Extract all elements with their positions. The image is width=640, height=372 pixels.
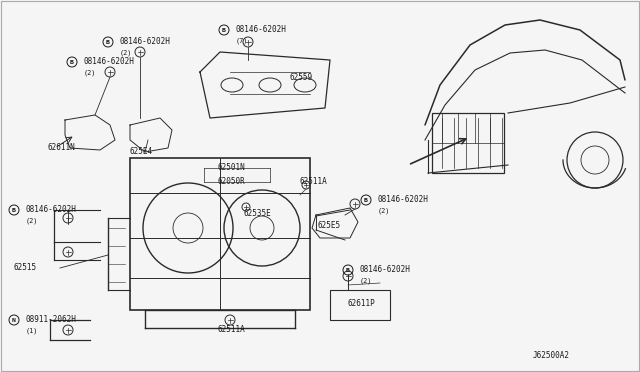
Text: J62500A2: J62500A2	[533, 350, 570, 359]
Bar	[432, 113, 504, 173]
Text: (2): (2)	[84, 70, 97, 76]
Text: 08146-6202H: 08146-6202H	[236, 26, 287, 35]
Text: 62050R: 62050R	[218, 177, 246, 186]
Text: 08911-2062H: 08911-2062H	[26, 315, 77, 324]
Text: N: N	[12, 317, 16, 323]
Text: 08146-6202H: 08146-6202H	[26, 205, 77, 215]
Text: 62611P: 62611P	[348, 299, 376, 308]
Text: (2): (2)	[378, 208, 390, 214]
Text: 62611N: 62611N	[48, 144, 76, 153]
Text: 62511A: 62511A	[218, 326, 246, 334]
Text: 62535E: 62535E	[244, 209, 272, 218]
Text: (7): (7)	[236, 38, 248, 44]
Bar	[130, 158, 310, 310]
Text: 08146-6202H: 08146-6202H	[378, 196, 429, 205]
Text: B: B	[364, 198, 368, 202]
Text: B: B	[12, 208, 16, 212]
Bar	[330, 290, 390, 320]
Text: B: B	[70, 60, 74, 64]
Text: B: B	[222, 28, 226, 32]
Text: (2): (2)	[26, 218, 38, 224]
Text: 08146-6202H: 08146-6202H	[360, 266, 411, 275]
Text: B: B	[106, 39, 110, 45]
Text: (1): (1)	[26, 328, 38, 334]
Text: 625E4: 625E4	[130, 148, 153, 157]
Text: 625E5: 625E5	[318, 221, 341, 231]
Text: 08146-6202H: 08146-6202H	[120, 38, 171, 46]
Text: (2): (2)	[120, 50, 132, 56]
Text: 08146-6202H: 08146-6202H	[84, 58, 135, 67]
Text: 62501N: 62501N	[218, 164, 246, 173]
Text: B: B	[346, 267, 350, 273]
Text: 62511A: 62511A	[300, 177, 328, 186]
Text: 62515: 62515	[14, 263, 37, 273]
Text: (2): (2)	[360, 278, 372, 284]
Text: 62559: 62559	[290, 74, 313, 83]
